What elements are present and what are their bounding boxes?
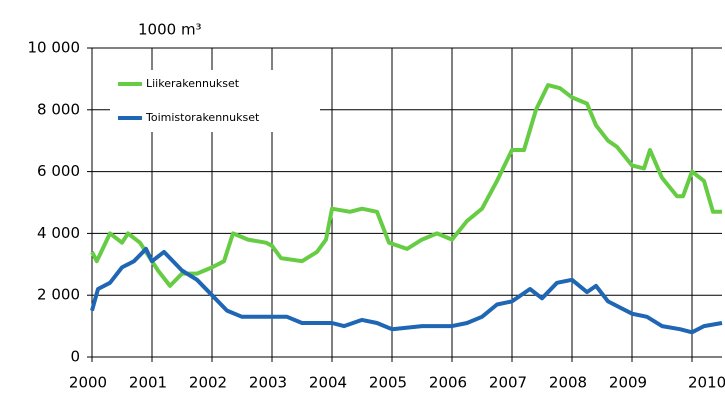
x-tick-label: 2010* (688, 374, 725, 392)
x-tick-label: 2008 (549, 374, 587, 392)
x-tick-label: 2003 (249, 374, 287, 392)
y-tick-label: 0 (70, 348, 80, 366)
y-tick-label: 8 000 (37, 100, 80, 118)
y-tick-label: 6 000 (37, 162, 80, 180)
x-tick-label: 2004 (309, 374, 347, 392)
series-line (90, 246, 723, 335)
x-tick-label: 2001 (129, 374, 167, 392)
x-tick-label: 2009 (609, 374, 647, 392)
y-tick-label: 4 000 (37, 224, 80, 242)
x-tick-label: 2005 (369, 374, 407, 392)
y-axis-label: 1000 m³ (138, 21, 202, 39)
x-tick-label: 2000 (69, 374, 107, 392)
x-tick-label: 2007 (489, 374, 527, 392)
y-tick-label: 10 000 (28, 39, 81, 57)
x-tick-label: 2002 (189, 374, 227, 392)
y-tick-label: 2 000 (37, 286, 80, 304)
legend-label: Liikerakennukset (146, 77, 240, 90)
legend-box (110, 70, 320, 132)
legend-label: Toimistorakennukset (145, 111, 260, 124)
x-tick-label: 2006 (429, 374, 467, 392)
